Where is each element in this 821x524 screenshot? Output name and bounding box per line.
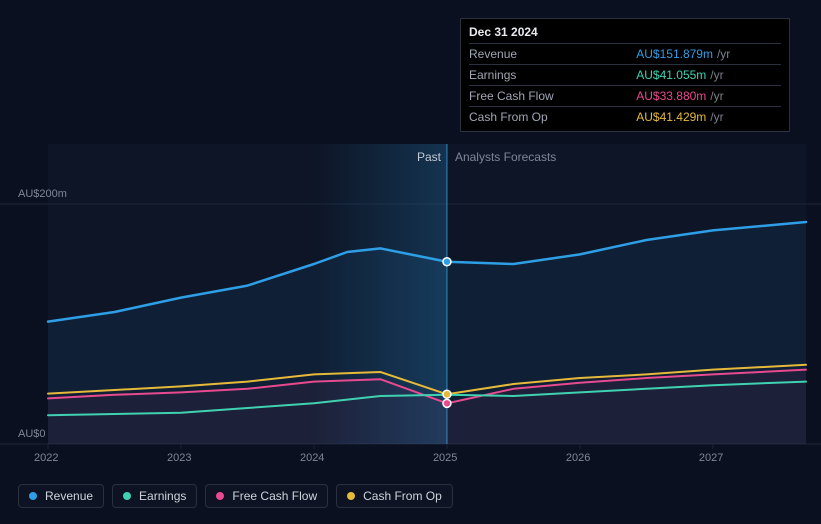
tooltip-row-label: Cash From Op: [469, 107, 636, 128]
tooltip-row-value: AU$151.879m/yr: [636, 44, 781, 65]
legend-item[interactable]: Revenue: [18, 484, 104, 508]
legend-label: Cash From Op: [363, 489, 442, 503]
legend-dot-icon: [216, 492, 224, 500]
legend-label: Revenue: [45, 489, 93, 503]
tooltip-row: Cash From OpAU$41.429m/yr: [469, 107, 781, 128]
tooltip-row-value: AU$41.429m/yr: [636, 107, 781, 128]
tooltip-row-label: Free Cash Flow: [469, 86, 636, 107]
tooltip-row-value: AU$41.055m/yr: [636, 65, 781, 86]
tooltip-row: EarningsAU$41.055m/yr: [469, 65, 781, 86]
legend-item[interactable]: Earnings: [112, 484, 197, 508]
legend-label: Free Cash Flow: [232, 489, 317, 503]
tooltip: Dec 31 2024 RevenueAU$151.879m/yrEarning…: [460, 18, 790, 132]
tooltip-row: Free Cash FlowAU$33.880m/yr: [469, 86, 781, 107]
tooltip-row-value: AU$33.880m/yr: [636, 86, 781, 107]
financial-chart: AU$0 AU$200m Past Analysts Forecasts 202…: [0, 0, 821, 524]
tooltip-row-label: Earnings: [469, 65, 636, 86]
y-tick-label: AU$200m: [18, 188, 67, 200]
tooltip-title: Dec 31 2024: [469, 25, 781, 39]
x-tick-label: 2022: [34, 452, 58, 464]
legend-dot-icon: [29, 492, 37, 500]
section-label-forecast: Analysts Forecasts: [455, 150, 556, 164]
legend-item[interactable]: Free Cash Flow: [205, 484, 328, 508]
x-tick-label: 2025: [433, 452, 457, 464]
x-tick-label: 2026: [566, 452, 590, 464]
legend: Revenue Earnings Free Cash Flow Cash From O…: [18, 484, 453, 508]
legend-dot-icon: [123, 492, 131, 500]
legend-dot-icon: [347, 492, 355, 500]
x-tick-label: 2024: [300, 452, 324, 464]
section-label-past: Past: [417, 150, 441, 164]
tooltip-row: RevenueAU$151.879m/yr: [469, 44, 781, 65]
tooltip-row-label: Revenue: [469, 44, 636, 65]
legend-item[interactable]: Cash From Op: [336, 484, 453, 508]
x-tick-label: 2023: [167, 452, 191, 464]
y-tick-label: AU$0: [18, 428, 46, 440]
x-tick-label: 2027: [699, 452, 723, 464]
legend-label: Earnings: [139, 489, 186, 503]
